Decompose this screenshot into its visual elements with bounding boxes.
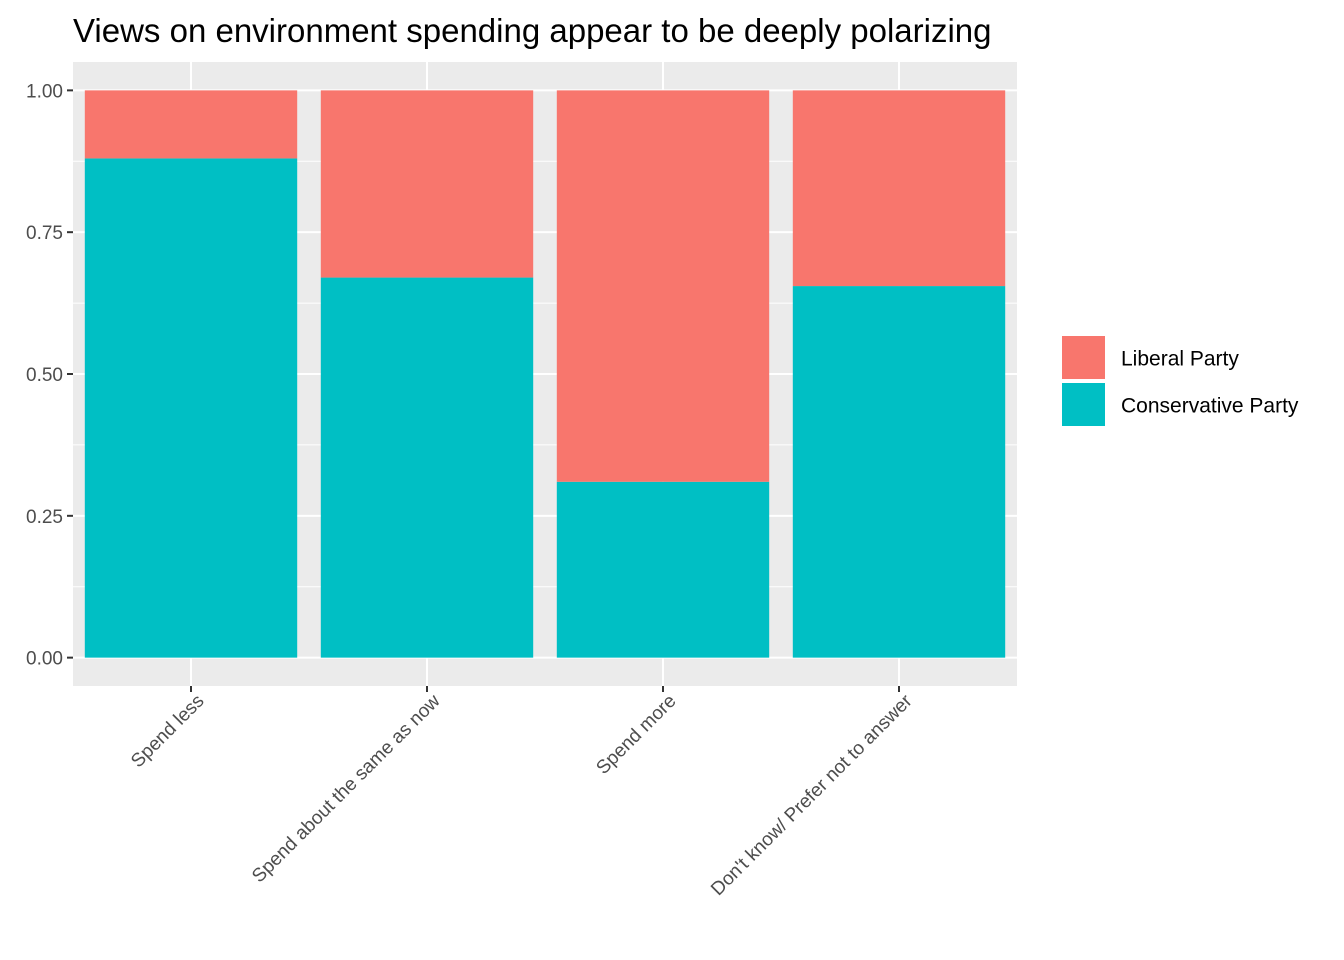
legend-key-conservative-party (1062, 383, 1105, 426)
bar-liberal-party (320, 90, 534, 278)
x-axis: Spend less Spend about the same as now Spe… (127, 686, 917, 900)
x-tick-label: Spend about the same as now (248, 690, 445, 887)
legend: Liberal Party Conservative Party (1062, 336, 1299, 426)
x-tick-label: Don't know/ Prefer not to answer (707, 690, 917, 900)
bar-conservative-party (556, 481, 770, 658)
bars-layer (84, 90, 1006, 658)
y-tick-label: 0.25 (26, 507, 63, 528)
bar-liberal-party (792, 90, 1006, 287)
y-tick-label: 0.50 (26, 365, 63, 386)
legend-label-liberal-party: Liberal Party (1121, 348, 1239, 371)
legend-key-liberal-party (1062, 336, 1105, 379)
y-tick-label: 1.00 (26, 81, 63, 102)
y-tick-label: 0.75 (26, 223, 63, 244)
chart-title: Views on environment spending appear to … (73, 12, 992, 49)
x-tick-label: Spend less (127, 691, 208, 772)
bar-conservative-party (792, 286, 1006, 658)
legend-label-conservative-party: Conservative Party (1121, 395, 1299, 418)
bar-conservative-party (320, 277, 534, 658)
bar-liberal-party (556, 90, 770, 482)
x-tick-label: Spend more (592, 691, 680, 779)
bar-liberal-party (84, 90, 298, 159)
bar-conservative-party (84, 158, 298, 658)
y-axis: 0.00 0.25 0.50 0.75 1.00 (26, 81, 73, 670)
y-tick-label: 0.00 (26, 649, 63, 670)
